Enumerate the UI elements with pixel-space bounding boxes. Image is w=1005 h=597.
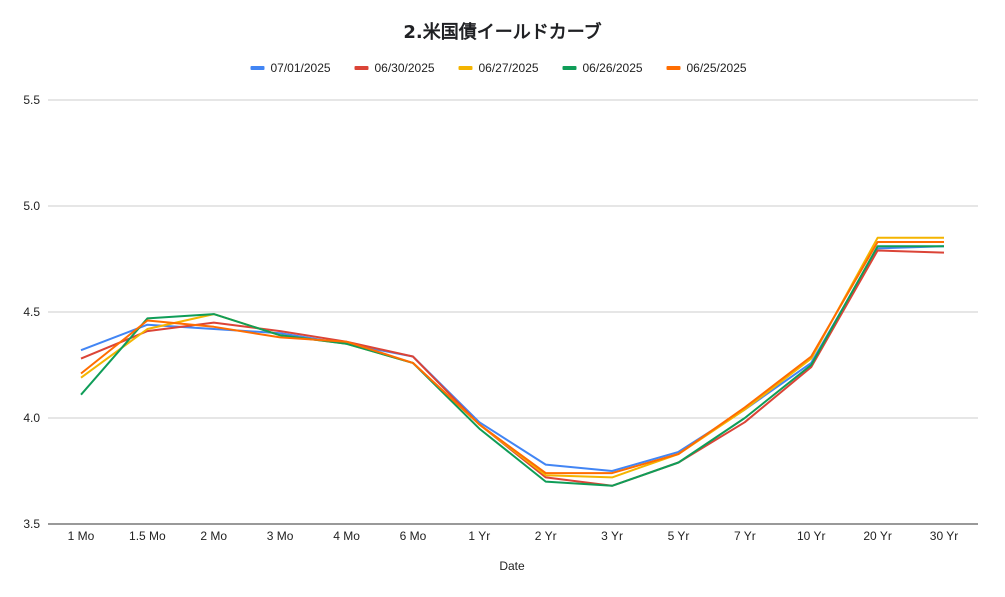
y-tick-label: 3.5	[23, 517, 40, 531]
legend-swatch	[666, 66, 681, 70]
x-tick-label: 10 Yr	[797, 529, 825, 543]
x-tick-label: 1 Yr	[468, 529, 490, 543]
legend-swatch	[458, 66, 473, 70]
x-tick-label: 3 Mo	[267, 529, 294, 543]
series-line	[80, 241, 944, 475]
x-tick-label: 4 Mo	[333, 529, 360, 543]
x-tick-label: 20 Yr	[863, 529, 891, 543]
y-tick-label: 4.0	[23, 411, 40, 425]
x-tick-label: 30 Yr	[930, 529, 958, 543]
legend-swatch	[562, 66, 577, 70]
legend-label: 06/25/2025	[687, 61, 747, 75]
legend-label: 06/30/2025	[375, 61, 435, 75]
legend-item[interactable]: 06/30/2025	[354, 61, 435, 75]
chart-title: 2.米国債イールドカーブ	[403, 22, 602, 43]
series-line	[80, 245, 944, 487]
y-tick-label: 5.5	[23, 93, 40, 107]
y-tick-label: 5.0	[23, 199, 40, 213]
x-tick-label: 6 Mo	[400, 529, 427, 543]
x-tick-label: 7 Yr	[734, 529, 756, 543]
gridlines	[48, 99, 978, 525]
x-tick-label: 2 Yr	[535, 529, 557, 543]
legend-label: 07/01/2025	[271, 61, 331, 75]
x-tick-label: 1.5 Mo	[129, 529, 166, 543]
x-axis-ticks: 1 Mo 1.5 Mo 2 Mo 3 Mo 4 Mo 6 Mo 1 Yr 2 Yr 3 Yr 5 …	[68, 529, 959, 543]
legend-label: 06/26/2025	[583, 61, 643, 75]
x-tick-label: 3 Yr	[601, 529, 623, 543]
legend-swatch	[250, 66, 265, 70]
x-axis-title: Date	[499, 559, 525, 573]
y-tick-label: 4.5	[23, 305, 40, 319]
legend-label: 06/27/2025	[479, 61, 539, 75]
legend: 07/01/2025 06/30/2025 06/27/2025 06/26/2025…	[250, 61, 747, 75]
legend-item[interactable]: 06/27/2025	[458, 61, 539, 75]
series-line	[80, 245, 945, 472]
series-lines	[80, 236, 945, 487]
y-axis-ticks: 3.5 4.0 4.5 5.0 5.5	[23, 93, 40, 531]
x-tick-label: 5 Yr	[668, 529, 690, 543]
legend-item[interactable]: 06/25/2025	[666, 61, 747, 75]
x-tick-label: 1 Mo	[68, 529, 95, 543]
legend-item[interactable]: 06/26/2025	[562, 61, 643, 75]
x-tick-label: 2 Mo	[200, 529, 227, 543]
legend-swatch	[354, 66, 369, 70]
legend-item[interactable]: 07/01/2025	[250, 61, 331, 75]
